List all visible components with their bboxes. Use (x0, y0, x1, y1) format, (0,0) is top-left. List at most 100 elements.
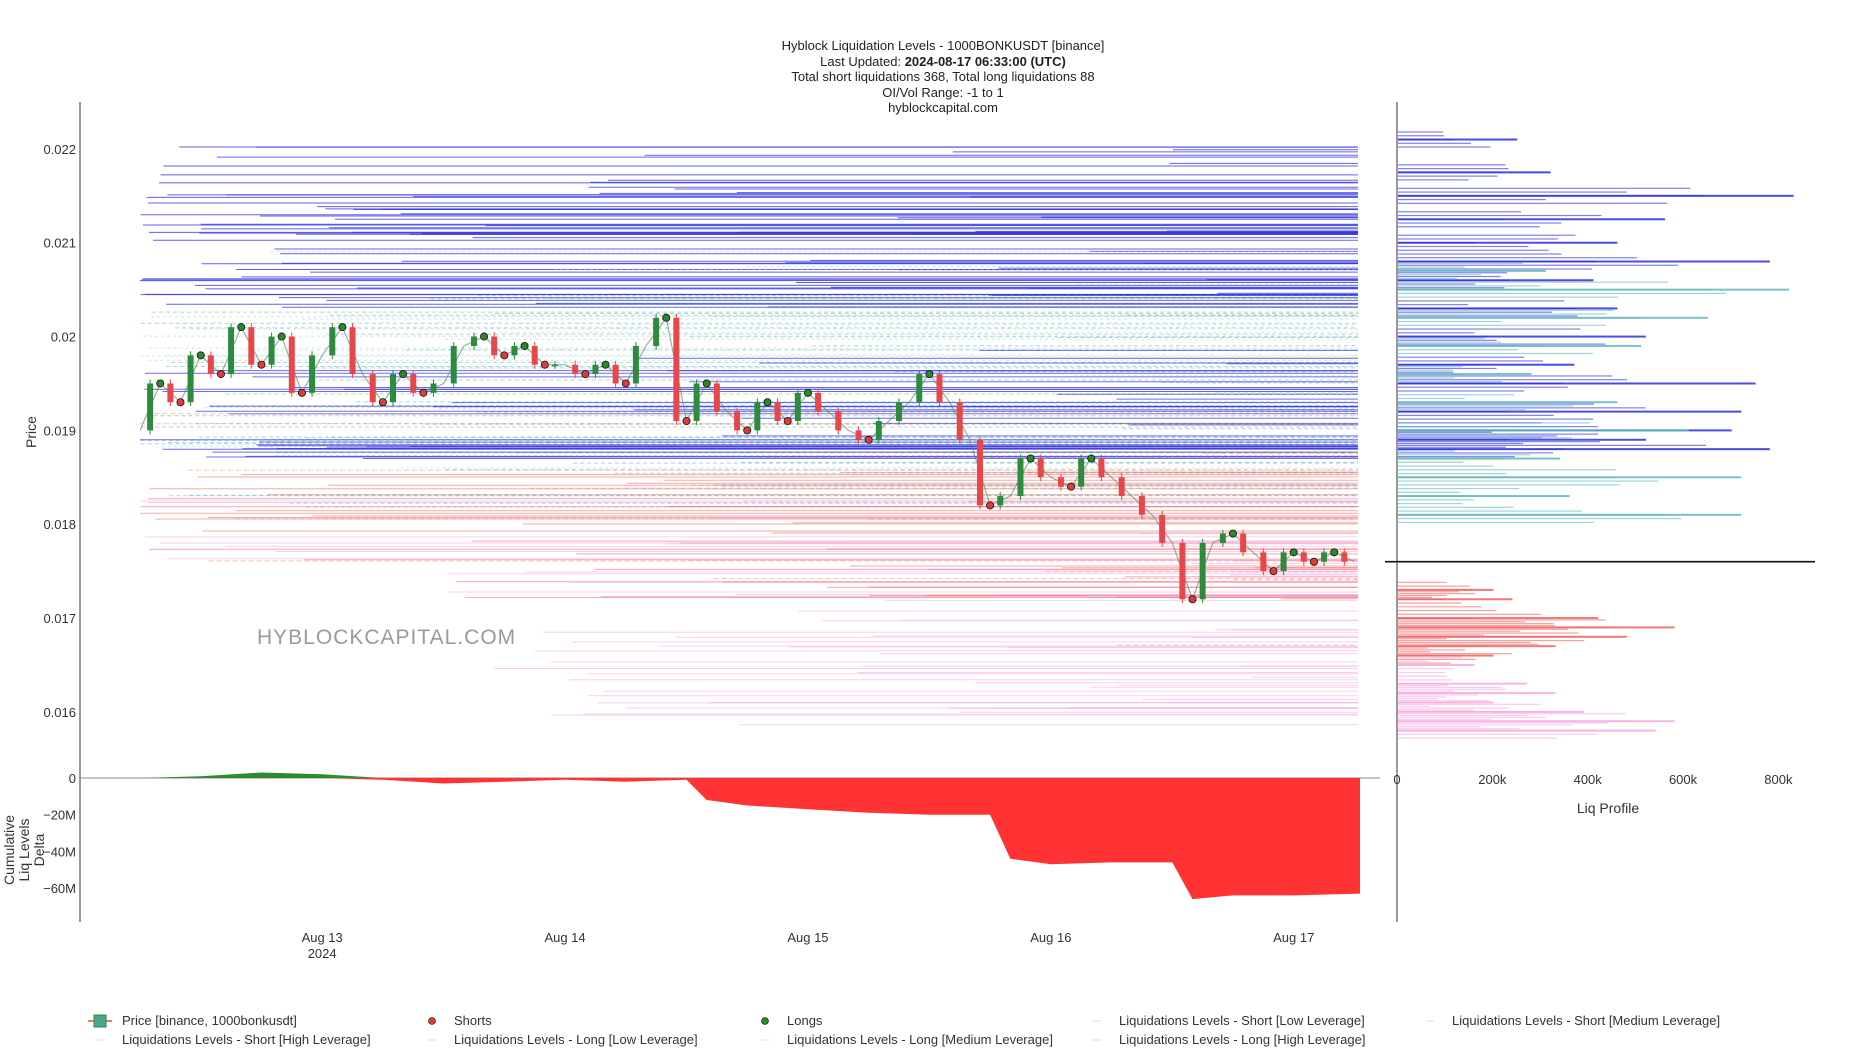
liq-profile-bar (1398, 191, 1627, 193)
liq-profile-bar (1398, 461, 1464, 463)
legend-item[interactable]: Longs (761, 1013, 823, 1028)
liq-profile-bar (1398, 679, 1453, 681)
liq-profile-bar (1398, 234, 1576, 236)
time-tick-label: Aug 14 (544, 930, 585, 945)
long-marker (763, 398, 772, 407)
liq-profile-bar (1398, 407, 1646, 409)
liq-profile-bar (1398, 448, 1770, 451)
legend-item[interactable]: Liquidations Levels - Long [High Leverag… (1093, 1032, 1365, 1047)
liq-profile-bar (1398, 484, 1620, 486)
legend-item[interactable]: Liquidations Levels - Long [Medium Lever… (761, 1032, 1053, 1047)
liq-profile-bar (1398, 639, 1585, 642)
legend-item[interactable]: Liquidations Levels - Short [High Levera… (96, 1032, 371, 1047)
liq-profile-bar (1398, 589, 1473, 591)
price-tick-label: 0.016 (43, 705, 76, 720)
liq-profile-bar (1398, 241, 1618, 244)
liq-profile-bar (1398, 272, 1508, 274)
short-marker (176, 398, 185, 407)
liq-profile-bar (1398, 135, 1444, 137)
short-marker (1067, 482, 1076, 491)
liq-profile-bar (1398, 364, 1480, 366)
liq-profile-bar (1398, 487, 1520, 490)
liquidation-totals: Total short liquidations 368, Total long… (791, 69, 1094, 84)
liq-profile-bar (1398, 624, 1556, 627)
legend-label: Shorts (454, 1013, 492, 1028)
liq-profile-bar (1398, 222, 1562, 224)
legend-item[interactable]: Liquidations Levels - Long [Low Leverage… (428, 1032, 698, 1047)
liq-profile-bar (1398, 636, 1574, 638)
liq-profile-bar (1398, 733, 1596, 735)
price-candle (1138, 496, 1145, 515)
liq-profile-bar (1398, 617, 1474, 619)
liq-profile-bar (1398, 371, 1454, 373)
liq-profile-bar (1398, 131, 1443, 133)
liq-profile-bar (1398, 654, 1462, 657)
liq-profile-bar (1398, 418, 1594, 420)
liq-profile-bar (1398, 315, 1578, 317)
liq-profile-bar (1398, 283, 1476, 285)
liq-profile-bar (1398, 730, 1480, 732)
short-marker (986, 501, 995, 510)
legend-item[interactable]: Shorts (428, 1013, 493, 1028)
liq-profile-bar (1398, 431, 1492, 433)
legend-item[interactable]: Liquidations Levels - Short [Low Leverag… (1093, 1013, 1365, 1028)
liq-profile-bar (1398, 626, 1613, 629)
liq-profile-bar (1398, 138, 1518, 141)
liq-profile-bar (1398, 729, 1656, 732)
price-tick-label: 0.022 (43, 142, 76, 157)
liq-profile-bar (1398, 456, 1515, 458)
price-candle (430, 383, 437, 393)
liq-profile-bar (1398, 352, 1594, 355)
price-candle (1037, 458, 1044, 478)
liq-profile-bar (1398, 405, 1573, 407)
oi-vol-range: OI/Vol Range: -1 to 1 (882, 85, 1003, 100)
liq-profile-bar (1398, 686, 1501, 689)
liq-profile-bar (1398, 171, 1504, 173)
liq-profile-bar (1398, 382, 1756, 385)
price-candle (1179, 542, 1186, 600)
liq-profile-bar (1398, 328, 1581, 330)
price-tick-label: 0.019 (43, 423, 76, 438)
price-candle (653, 317, 660, 346)
liq-profile-bar (1398, 444, 1707, 446)
liq-profile-bar (1398, 472, 1507, 475)
price-candle (248, 327, 255, 365)
liq-profile-bar (1398, 345, 1541, 347)
price-candle (1199, 542, 1206, 600)
price-candle (815, 392, 822, 412)
liq-profile-bar (1398, 211, 1522, 213)
liq-profile-bar (1398, 285, 1541, 287)
liq-profile-bar (1398, 521, 1594, 523)
liq-profile-bar (1398, 506, 1514, 508)
liq-profile-bar (1398, 688, 1506, 690)
liq-profile-bar (1398, 649, 1466, 651)
liq-profile-bar (1398, 602, 1462, 604)
liq-profile-bar (1398, 390, 1525, 392)
legend-item[interactable]: Price [binance, 1000bonkusdt] (88, 1013, 297, 1028)
liq-profile-bar (1398, 394, 1515, 396)
liq-profile-bar (1398, 289, 1713, 291)
liq-profile-bar (1398, 274, 1482, 276)
price-candle (896, 402, 903, 421)
profile-tick-label: 0 (1393, 772, 1400, 787)
liq-profile-bar (1398, 168, 1509, 170)
liq-profile-bar (1398, 281, 1669, 283)
liq-profile-bar (1398, 411, 1510, 413)
price-candle (936, 374, 943, 403)
legend-item[interactable]: Liquidations Levels - Short [Medium Leve… (1426, 1013, 1720, 1028)
legend-shorts-icon (428, 1017, 436, 1025)
liq-profile-bar (1398, 724, 1572, 726)
price-candle (1219, 533, 1226, 543)
liq-profile-bar (1398, 517, 1682, 520)
liq-profile-bar (1398, 698, 1438, 700)
liq-profile-bar (1398, 621, 1525, 623)
liq-profile-bar (1398, 645, 1490, 647)
price-candle (693, 383, 700, 421)
legend-label: Liquidations Levels - Short [Medium Leve… (1452, 1013, 1720, 1028)
profile-tick-label: 400k (1574, 772, 1603, 787)
short-marker (1188, 595, 1197, 604)
long-marker (277, 332, 286, 341)
liq-profile-bar (1398, 450, 1455, 452)
liq-profile-bar (1398, 446, 1506, 448)
chart-header: Hyblock Liquidation Levels - 1000BONKUSD… (782, 38, 1105, 115)
